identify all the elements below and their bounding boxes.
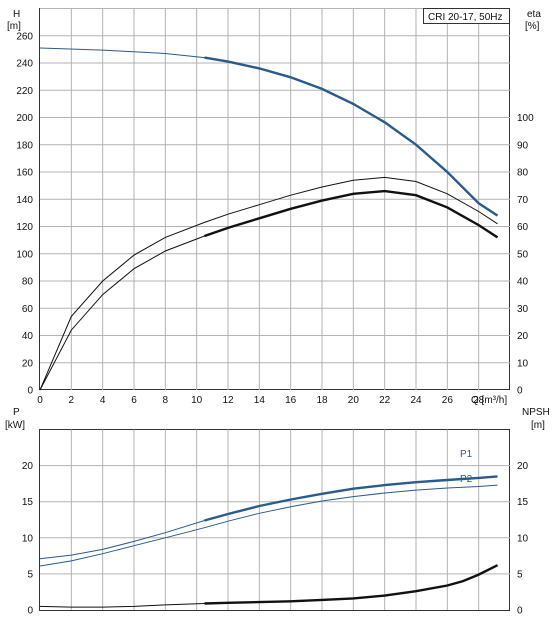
x-tick-label-20: 20 <box>348 395 360 406</box>
x-tick-label-4: 4 <box>100 395 106 406</box>
top-left-axis-label-2: [m] <box>7 21 21 32</box>
x-tick-label-6: 6 <box>131 395 137 406</box>
efficiency-curve-thick <box>204 189 499 239</box>
bottom-right-tick-0: 0 <box>517 606 523 617</box>
x-tick-label-24: 24 <box>410 395 422 406</box>
top-left-tick-60: 60 <box>22 304 34 315</box>
x-tick-label-16: 16 <box>285 395 297 406</box>
efficiency-curve-thin <box>39 190 498 391</box>
top-right-tick-20: 20 <box>517 331 529 342</box>
bottom-right-tick-20: 20 <box>517 461 529 472</box>
x-tick-label-26: 26 <box>442 395 454 406</box>
top-left-tick-160: 160 <box>16 168 33 179</box>
x-tick-label-22: 22 <box>379 395 391 406</box>
top-right-tick-90: 90 <box>517 140 529 151</box>
top-left-tick-180: 180 <box>16 140 33 151</box>
top-left-tick-0: 0 <box>27 386 33 397</box>
x-tick-label-0: 0 <box>37 395 43 406</box>
top-right-tick-50: 50 <box>517 249 529 260</box>
top-right-tick-60: 60 <box>517 222 529 233</box>
top-left-axis-label-1: H <box>13 9 20 20</box>
top-left-tick-100: 100 <box>16 249 33 260</box>
bottom-left-axis-label-2: [kW] <box>5 420 25 431</box>
head-curve-thick <box>204 56 499 217</box>
x-tick-label-8: 8 <box>163 395 169 406</box>
top-panel: 0 2 4 6 8 10 12 14 16 18 20 22 24 26 28 02040608010012… <box>7 8 541 406</box>
bottom-left-tick-20: 20 <box>22 461 34 472</box>
bottom-left-tick-0: 0 <box>27 606 33 617</box>
series-label-p2: P2 <box>460 474 473 485</box>
top-right-tick-70: 70 <box>517 195 529 206</box>
bottom-right-tick-5: 5 <box>517 569 523 580</box>
top-right-tick-10: 10 <box>517 358 529 369</box>
top-left-tick-200: 200 <box>16 113 33 124</box>
top-left-tick-220: 220 <box>16 86 33 97</box>
bottom-panel: 0 5 10 15 20 0 5 10 15 20 P [kW] NPSH [m] P1 P2 <box>5 407 550 617</box>
chart-title: CRI 20-17, 50Hz <box>428 12 502 23</box>
bottom-right-tick-10: 10 <box>517 533 529 544</box>
top-right-axis-label-1: eta <box>527 9 541 20</box>
top-left-tick-120: 120 <box>16 222 33 233</box>
x-tick-label-2: 2 <box>69 395 75 406</box>
series-label-p1: P1 <box>460 449 473 460</box>
top-right-tick-0: 0 <box>517 386 523 397</box>
npsh-curve-thick <box>204 564 499 605</box>
top-left-tick-240: 240 <box>16 59 33 70</box>
x-tick-label-14: 14 <box>254 395 266 406</box>
top-left-tick-140: 140 <box>16 195 33 206</box>
x-tick-label-18: 18 <box>316 395 328 406</box>
p1-curve-thick <box>204 475 498 522</box>
x-tick-label-12: 12 <box>222 395 234 406</box>
bottom-left-tick-15: 15 <box>22 497 34 508</box>
head-curve-thin <box>39 47 498 217</box>
bottom-right-tick-15: 15 <box>517 497 529 508</box>
p2-curve-thin <box>39 484 498 567</box>
top-right-tick-80: 80 <box>517 168 529 179</box>
top-right-tick-40: 40 <box>517 277 529 288</box>
bottom-right-axis-label-1: NPSH <box>522 407 550 418</box>
x-axis-label: Q [m³/h] <box>471 395 507 406</box>
x-tick-label-10: 10 <box>191 395 203 406</box>
top-right-tick-100: 100 <box>517 113 534 124</box>
x-tick-label-28: 28 <box>473 395 485 406</box>
bottom-right-axis-label-2: [m] <box>531 420 545 431</box>
bottom-left-axis-label-1: P <box>13 407 20 418</box>
top-left-tick-20: 20 <box>22 358 34 369</box>
chart-title-box <box>423 8 510 24</box>
top-right-axis-label-2: [%] <box>525 21 540 32</box>
bottom-left-tick-10: 10 <box>22 533 34 544</box>
efficiency-curve-upper <box>39 176 498 391</box>
top-right-tick-30: 30 <box>517 304 529 315</box>
top-left-tick-80: 80 <box>22 277 34 288</box>
bottom-left-tick-5: 5 <box>27 569 33 580</box>
top-left-tick-40: 40 <box>22 331 34 342</box>
top-left-tick-260: 260 <box>16 31 33 42</box>
